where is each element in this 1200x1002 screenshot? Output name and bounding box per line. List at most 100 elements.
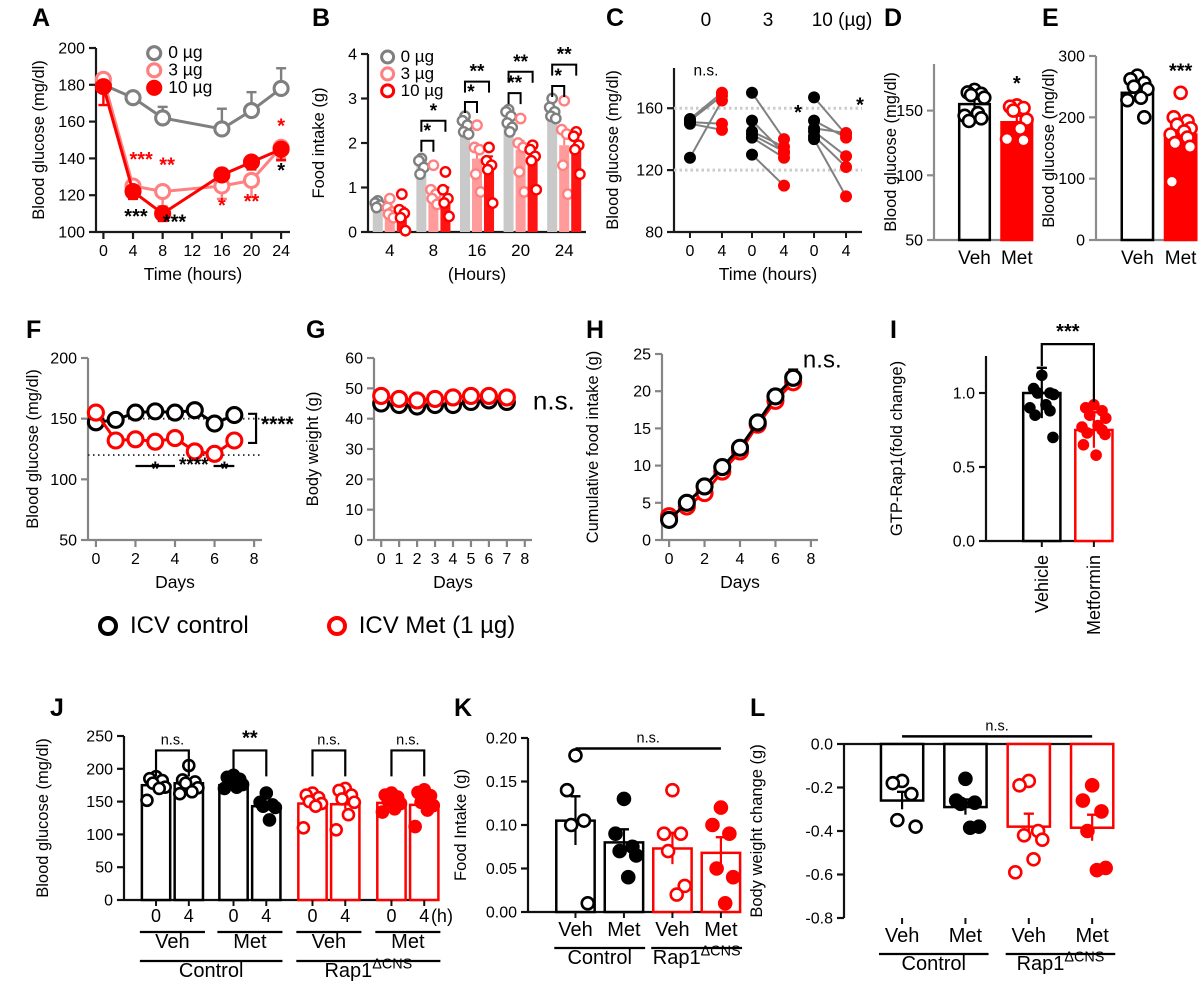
svg-text:Control: Control <box>567 947 631 969</box>
panel-h-letter: H <box>586 316 605 344</box>
svg-text:n.s.: n.s. <box>396 732 419 748</box>
svg-text:150: 150 <box>86 794 113 811</box>
svg-text:50: 50 <box>905 233 923 250</box>
svg-text:4: 4 <box>449 551 458 568</box>
svg-text:Time (hours): Time (hours) <box>719 264 818 284</box>
svg-text:0.10: 0.10 <box>486 818 517 835</box>
svg-text:8: 8 <box>158 243 167 260</box>
svg-text:200: 200 <box>86 761 113 778</box>
svg-text:1: 1 <box>395 551 404 568</box>
panel-f-letter: F <box>26 316 42 344</box>
svg-text:4: 4 <box>780 243 789 260</box>
figure-legend: ICV control ICV Met (1 µg) <box>98 612 515 640</box>
panel-l-chart: 0.0 -0.2 -0.4 -0.6 -0.8 Body weight change (g… <box>748 718 1116 975</box>
svg-text:150: 150 <box>50 411 77 428</box>
svg-text:n.s.: n.s. <box>985 718 1008 734</box>
svg-text:0: 0 <box>377 551 386 568</box>
svg-text:*: * <box>430 101 438 122</box>
svg-text:Blood glucose (mg/dl): Blood glucose (mg/dl) <box>604 70 622 230</box>
svg-text:0 µg: 0 µg <box>168 42 202 62</box>
svg-text:20: 20 <box>633 384 651 401</box>
svg-text:0: 0 <box>642 533 651 550</box>
svg-text:***: *** <box>1169 60 1193 82</box>
svg-text:100: 100 <box>86 827 113 844</box>
svg-text:8: 8 <box>250 551 259 568</box>
svg-text:n.s.: n.s. <box>693 63 718 80</box>
svg-text:4: 4 <box>842 243 851 260</box>
svg-text:Met: Met <box>233 931 267 953</box>
svg-text:0: 0 <box>99 243 108 260</box>
svg-text:0: 0 <box>229 906 239 926</box>
svg-text:4: 4 <box>129 243 138 260</box>
svg-text:3: 3 <box>431 551 440 568</box>
svg-text:-0.4: -0.4 <box>805 824 833 841</box>
svg-text:0.0: 0.0 <box>953 534 975 551</box>
svg-text:*: * <box>856 94 864 116</box>
svg-text:**: ** <box>470 62 485 83</box>
svg-text:16: 16 <box>468 241 487 260</box>
svg-text:4: 4 <box>419 906 429 926</box>
svg-text:120: 120 <box>58 188 85 205</box>
svg-text:*: * <box>218 195 226 217</box>
svg-text:0: 0 <box>1076 233 1085 250</box>
svg-text:80: 80 <box>645 225 663 242</box>
svg-text:3: 3 <box>348 91 357 108</box>
panel-j-letter: J <box>50 694 64 722</box>
svg-text:10: 10 <box>345 502 363 519</box>
svg-text:180: 180 <box>58 77 85 94</box>
svg-text:-0.2: -0.2 <box>805 780 833 797</box>
svg-text:Blood glucose (mg/dl): Blood glucose (mg/dl) <box>30 60 48 220</box>
legend-label: ICV Met (1 µg) <box>358 612 516 639</box>
svg-text:6: 6 <box>484 551 493 568</box>
svg-text:Days: Days <box>433 572 473 592</box>
svg-text:50: 50 <box>95 860 113 877</box>
svg-text:120: 120 <box>636 163 663 180</box>
svg-text:Blood glucose (mg/dl): Blood glucose (mg/dl) <box>1040 68 1058 228</box>
svg-text:160: 160 <box>58 114 85 131</box>
legend-item-icv-met: ICV Met (1 µg) <box>326 612 516 640</box>
panel-e: E 0 100 200 300 Blood glucose (mg/dl) Veh *** Me… <box>1034 4 1198 296</box>
svg-text:1: 1 <box>348 180 357 197</box>
svg-text:4: 4 <box>184 906 194 926</box>
svg-text:*: * <box>151 459 159 481</box>
svg-text:0.0: 0.0 <box>811 737 833 754</box>
svg-text:3: 3 <box>763 10 774 31</box>
svg-text:Rap1ΔCNS: Rap1ΔCNS <box>1017 950 1105 975</box>
svg-text:0: 0 <box>701 10 712 31</box>
svg-text:*: * <box>794 102 802 124</box>
svg-text:(h): (h) <box>431 906 453 926</box>
panel-b: B 0 1 2 3 4 Food intake (g) 4 8 16 20 24 (Hours) 0 µg… <box>304 4 596 296</box>
svg-text:Met: Met <box>1075 925 1109 947</box>
panel-f-chart: 50 100 150 200 Blood glucose (mg/dl) 0 2 4 6 8 Day… <box>24 351 295 593</box>
svg-text:**: ** <box>242 727 258 749</box>
svg-text:2: 2 <box>700 551 709 568</box>
svg-text:0.00: 0.00 <box>486 905 517 922</box>
legend-item-icv-control: ICV control <box>98 612 249 640</box>
panel-l: L 0.0 -0.2 -0.4 -0.6 -0.8 Body weight change (… <box>742 694 1124 1002</box>
svg-text:Veh: Veh <box>155 931 189 953</box>
open-circle-marker-icon <box>326 616 347 636</box>
svg-text:4: 4 <box>171 551 180 568</box>
svg-text:100: 100 <box>896 168 923 185</box>
svg-text:Body weight (g): Body weight (g) <box>304 392 322 507</box>
svg-text:*: * <box>277 116 285 138</box>
svg-text:200: 200 <box>58 41 85 58</box>
svg-text:60: 60 <box>345 351 363 368</box>
svg-text:160: 160 <box>636 101 663 118</box>
svg-text:8: 8 <box>806 551 815 568</box>
panel-b-chart: 0 1 2 3 4 Food intake (g) 4 8 16 20 24 (Hours) 0 µg3… <box>310 45 586 284</box>
svg-text:5: 5 <box>642 495 651 512</box>
svg-text:10: 10 <box>633 458 651 475</box>
svg-text:**: ** <box>513 52 528 73</box>
svg-text:24: 24 <box>555 241 574 260</box>
svg-text:***: *** <box>129 149 153 171</box>
panel-k-letter: K <box>454 694 473 722</box>
svg-text:10 µg: 10 µg <box>168 77 212 97</box>
svg-text:140: 140 <box>58 151 85 168</box>
panel-d-letter: D <box>884 4 903 32</box>
svg-text:16: 16 <box>213 243 231 260</box>
svg-text:*: * <box>1013 73 1021 95</box>
svg-text:8: 8 <box>520 551 529 568</box>
